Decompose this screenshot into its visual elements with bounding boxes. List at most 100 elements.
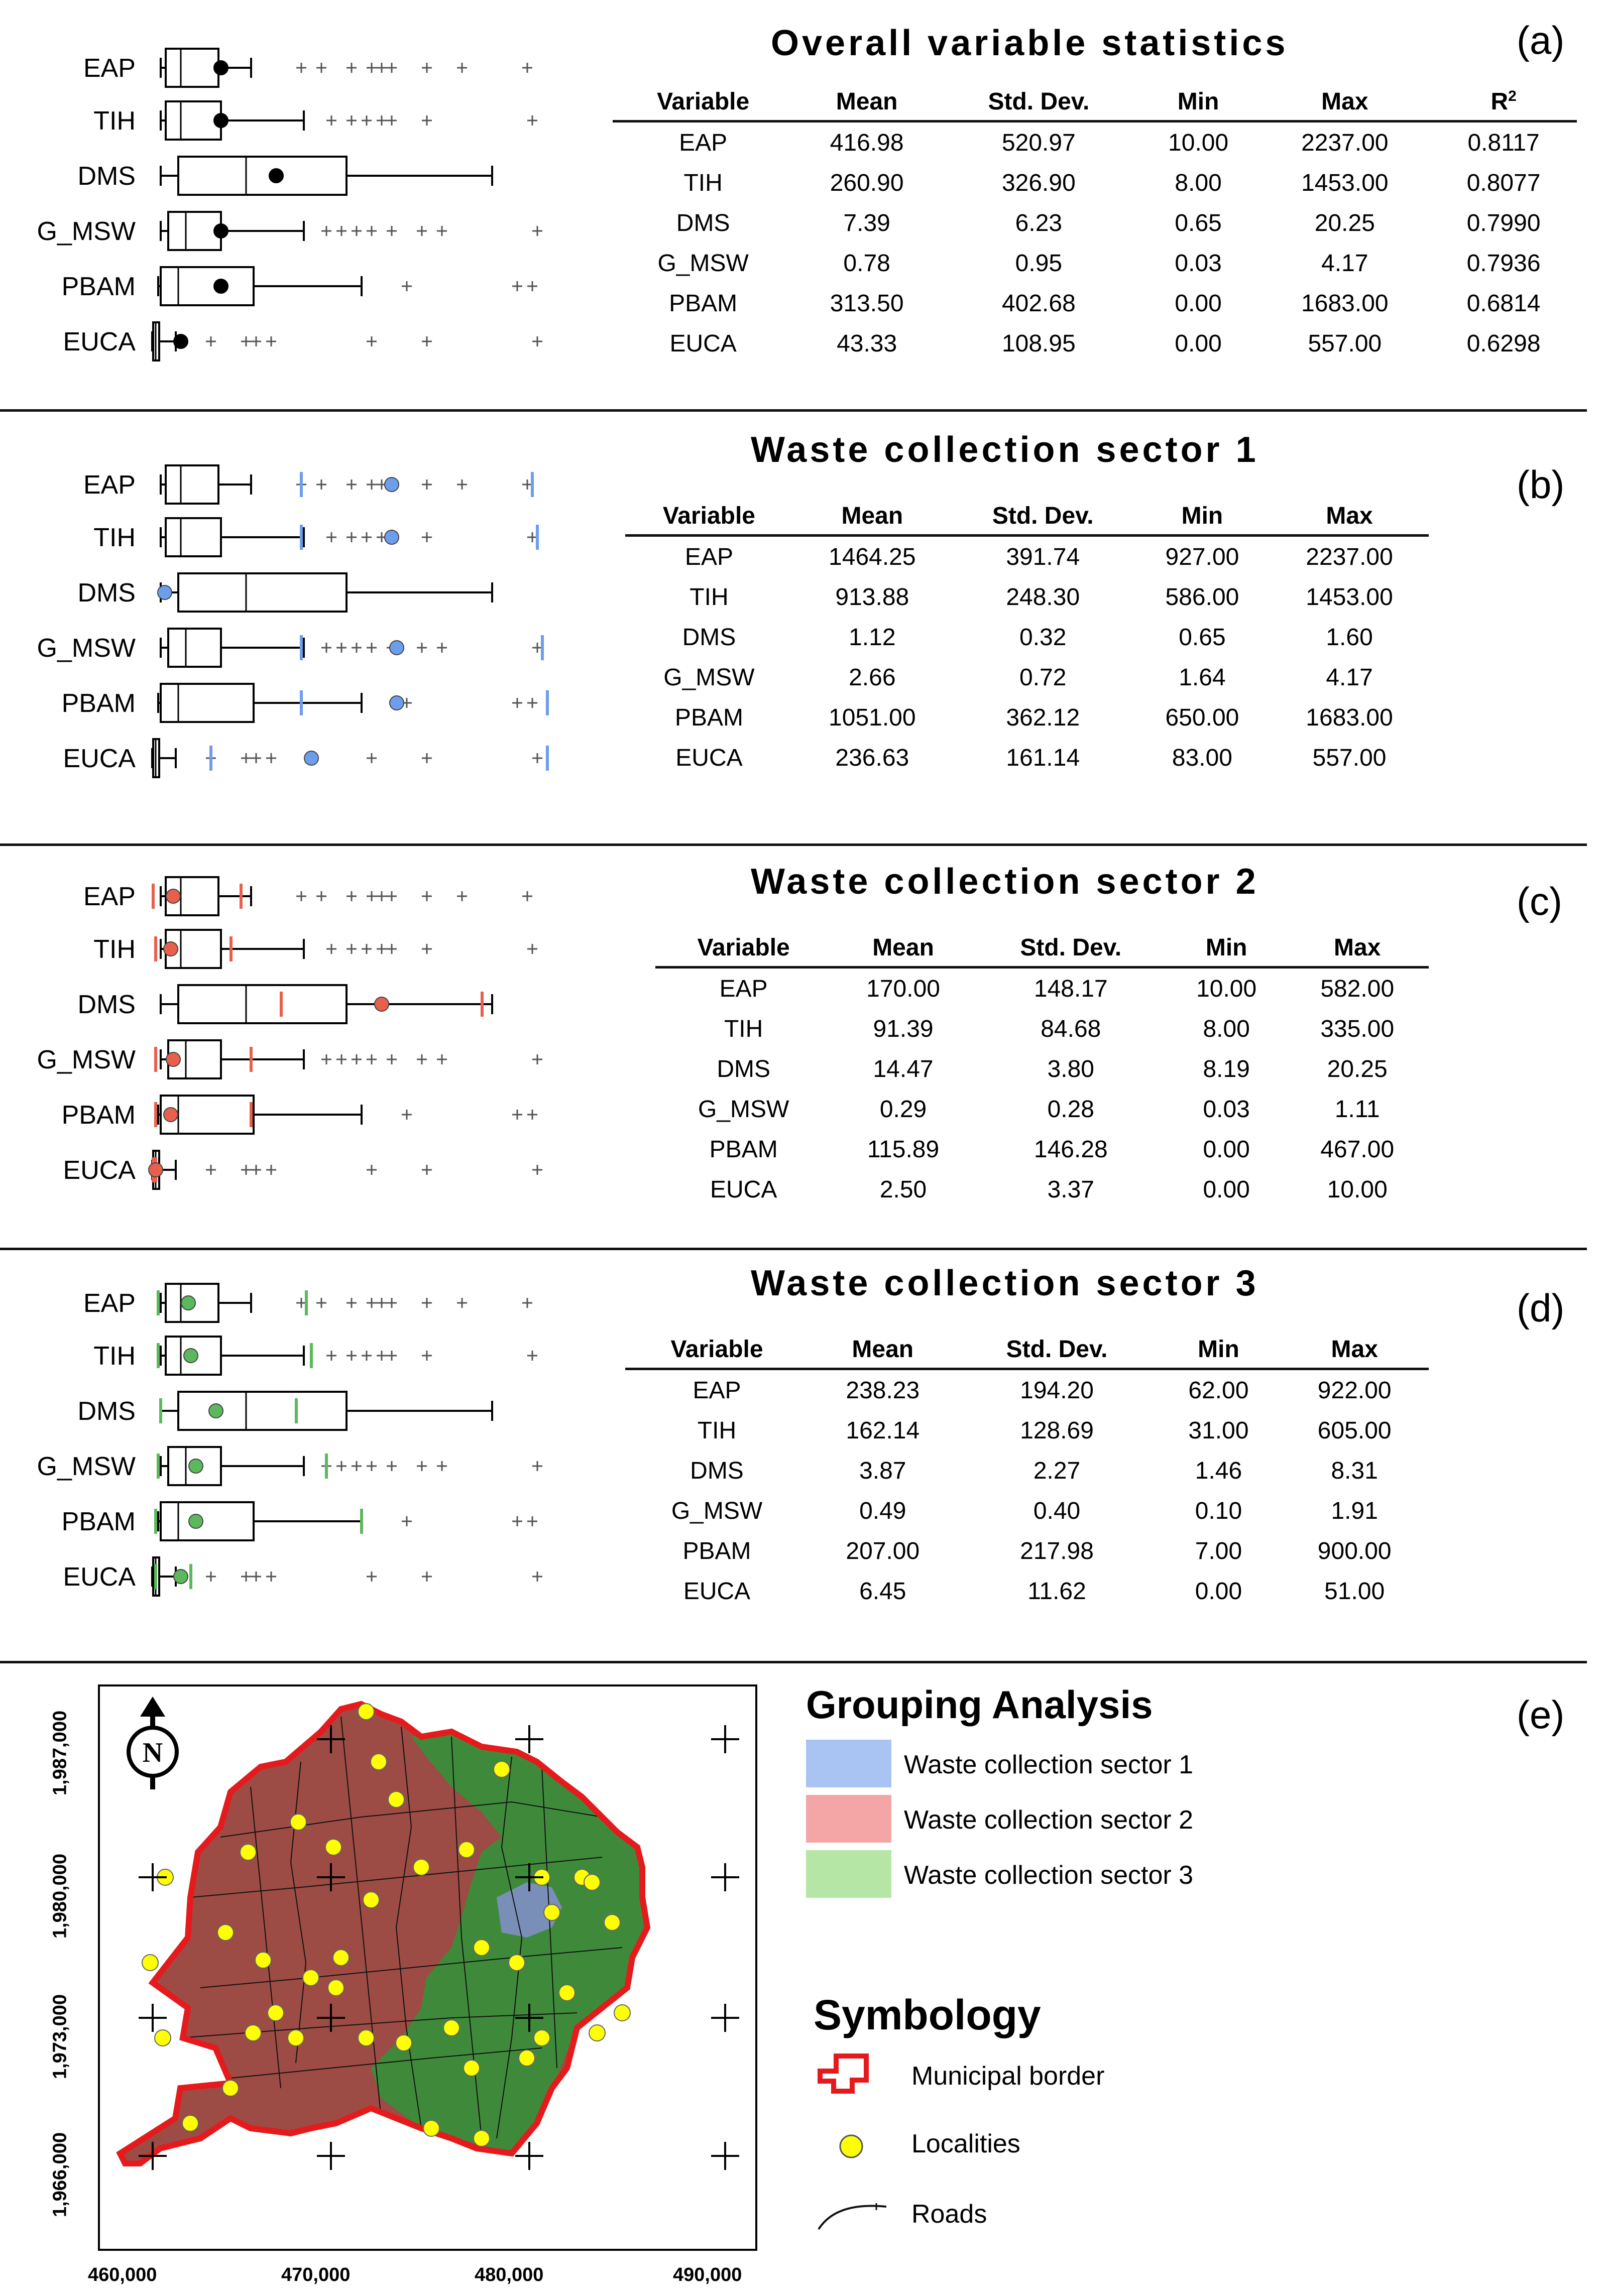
table-cell: EUCA <box>675 744 743 771</box>
boxplot-label: DMS <box>77 578 136 608</box>
table-cell: 1683.00 <box>1301 290 1389 317</box>
panel-a-tag: (a) <box>1517 18 1565 62</box>
north-arrow-label: N <box>143 1737 163 1768</box>
table-header: Min <box>1134 497 1271 537</box>
table-cell: 11.62 <box>1027 1578 1086 1605</box>
box <box>177 984 348 1024</box>
table-cell: PBAM <box>682 1537 751 1564</box>
table-row: TIH 91.39 84.68 8.00 335.00 <box>655 1009 1429 1049</box>
panel-d-boxplots: EAP TIH DMS G_MSW PBAM EUCA <box>10 1273 593 1637</box>
locality-marker <box>332 1949 350 1966</box>
mean-marker <box>213 60 228 75</box>
table-cell: 0.10 <box>1195 1497 1242 1524</box>
locality-marker <box>370 1753 387 1770</box>
boxplot-label: PBAM <box>62 272 136 301</box>
mean-marker <box>213 279 228 294</box>
locality-marker <box>558 1984 576 2001</box>
locality-marker <box>358 2029 375 2046</box>
locality-marker <box>518 2049 535 2067</box>
mean-marker <box>384 477 399 492</box>
locality-marker <box>287 2029 304 2046</box>
symbology-label-roads: Roads <box>911 2200 987 2229</box>
table-row: TIH 913.88 248.30 586.00 1453.00 <box>625 577 1429 617</box>
table-row: PBAM 207.00 217.98 7.00 900.00 <box>625 1531 1429 1571</box>
table-row: PBAM 1051.00 362.12 650.00 1683.00 <box>625 697 1429 738</box>
boxplot-label: EUCA <box>63 327 136 356</box>
table-cell: EAP <box>719 975 768 1002</box>
mean-marker <box>188 1514 203 1529</box>
panel-b-title: Waste collection sector 1 <box>751 430 1259 470</box>
locality-marker <box>240 1844 257 1861</box>
table-row: DMS 1.12 0.32 0.65 1.60 <box>625 617 1429 657</box>
table-cell: EAP <box>679 129 728 156</box>
mean-marker <box>213 113 228 128</box>
table-header: Max <box>1259 83 1431 123</box>
table-row: G_MSW 0.49 0.40 0.10 1.91 <box>625 1491 1429 1531</box>
table-cell: 6.23 <box>1015 209 1063 236</box>
table-row: DMS 7.39 6.23 0.65 20.25 0.7990 <box>613 203 1577 243</box>
box <box>160 1501 255 1541</box>
mean-marker <box>384 530 399 545</box>
table-cell: 3.37 <box>1047 1176 1094 1203</box>
boxplot-label: TIH <box>93 1342 136 1371</box>
locality-marker <box>267 2004 284 2021</box>
table-cell: 1464.25 <box>829 543 916 570</box>
table-cell: 1453.00 <box>1306 583 1393 611</box>
table-cell: TIH <box>689 583 729 611</box>
table-cell: 3.87 <box>859 1457 906 1484</box>
mean-marker <box>166 889 181 904</box>
table-cell: 0.65 <box>1175 209 1222 236</box>
table-cell: 217.98 <box>1020 1537 1094 1564</box>
table-cell: 0.78 <box>843 250 890 277</box>
boxplot-label: EAP <box>83 1289 136 1318</box>
locality-marker <box>458 1841 475 1858</box>
table-header: Mean <box>832 929 975 969</box>
mean-marker <box>304 751 319 766</box>
table-cell: 0.03 <box>1203 1096 1250 1123</box>
mean-marker <box>188 1459 203 1474</box>
box <box>165 517 222 557</box>
table-cell: 20.25 <box>1314 209 1375 236</box>
table-header: Variable <box>625 1331 809 1370</box>
table-cell: 10.00 <box>1168 129 1229 156</box>
table-cell: 1.64 <box>1179 664 1226 691</box>
table-cell: 0.03 <box>1175 250 1222 277</box>
table-cell: TIH <box>683 169 723 196</box>
table-cell: 391.74 <box>1006 543 1080 570</box>
table-cell: 0.72 <box>1019 664 1067 691</box>
locality-marker <box>217 1924 234 1941</box>
mean-marker <box>163 1107 178 1122</box>
mean-marker <box>166 1052 181 1067</box>
boxplot-label: G_MSW <box>37 1045 136 1074</box>
box <box>167 628 222 668</box>
panel-a-title: Overall variable statistics <box>771 23 1289 63</box>
municipal-border <box>116 1701 651 2166</box>
mean-marker <box>181 1295 196 1310</box>
y-tick-label: 1,966,000 <box>49 2132 71 2218</box>
locality-marker <box>388 1791 405 1808</box>
box <box>165 464 219 505</box>
table-cell: 1.12 <box>849 624 896 651</box>
table-cell: 0.00 <box>1175 330 1222 357</box>
table-cell: TIH <box>697 1417 737 1444</box>
table-cell: 148.17 <box>1033 975 1108 1002</box>
table-cell: 207.00 <box>846 1537 920 1564</box>
table-cell: 335.00 <box>1320 1015 1395 1042</box>
symbology-label-localities: Localities <box>911 2129 1020 2158</box>
panel-c-table: Variable Mean Std. Dev. Min Max EAP 170.00 148.… <box>655 929 1429 1210</box>
road-line-icon <box>818 2203 887 2230</box>
table-cell: 467.00 <box>1320 1136 1395 1163</box>
table-cell: 326.90 <box>1001 169 1076 196</box>
table-cell: 31.00 <box>1188 1417 1249 1444</box>
locality-marker <box>255 1952 272 1969</box>
table-cell: 20.25 <box>1327 1055 1388 1082</box>
locality-marker <box>290 1814 307 1831</box>
table-row: G_MSW 2.66 0.72 1.64 4.17 <box>625 657 1429 697</box>
table-cell: 0.00 <box>1203 1136 1250 1163</box>
table-cell: 313.50 <box>830 290 904 317</box>
boxplot-label: DMS <box>77 990 136 1019</box>
table-row: EAP 1464.25 391.74 927.00 2237.00 <box>625 536 1429 577</box>
legend-swatch-sector-1 <box>806 1740 891 1787</box>
boxplot-label: PBAM <box>62 689 136 718</box>
locality-marker <box>363 1891 380 1908</box>
